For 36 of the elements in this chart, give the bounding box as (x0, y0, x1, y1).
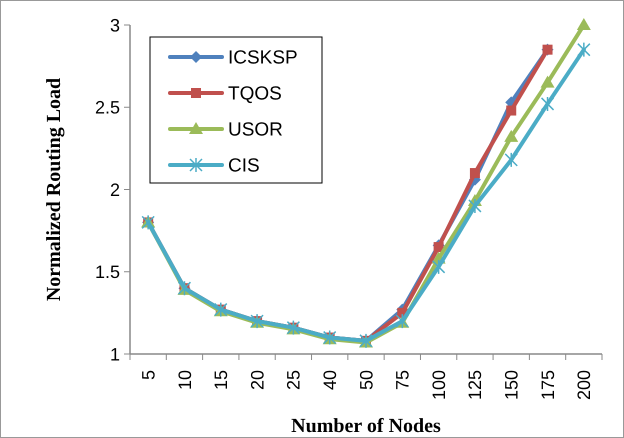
legend-label: TQOS (228, 84, 282, 105)
x-axis-title: Number of Nodes (291, 415, 442, 437)
point (540, 76, 555, 88)
x-tick-label: 20 (247, 370, 268, 390)
x-tick-label: 15 (211, 370, 232, 390)
point (506, 106, 516, 116)
point (396, 313, 410, 329)
x-tick-label: 10 (174, 370, 195, 390)
x-tick-label: 75 (392, 370, 413, 390)
x-tick-label: 25 (284, 370, 304, 390)
point (576, 18, 591, 30)
x-tick-label: 50 (356, 370, 376, 390)
x-tick-label: 150 (502, 370, 522, 400)
point (540, 96, 554, 112)
x-tick-label: 175 (538, 370, 558, 400)
point (468, 198, 482, 214)
x-tick-label: 125 (465, 370, 486, 400)
point (432, 259, 446, 275)
x-tick-label: 100 (428, 370, 449, 400)
y-tick-label: 2.5 (94, 98, 120, 118)
legend-label: CIS (228, 156, 260, 177)
point (434, 242, 444, 252)
x-tick-label: 200 (574, 370, 594, 400)
point (470, 168, 480, 178)
y-tick-label: 1.5 (94, 262, 120, 282)
legend-label: ICSKSP (228, 48, 298, 69)
y-tick-label: 1 (110, 344, 120, 364)
y-tick-label: 2 (110, 180, 120, 200)
point (577, 42, 591, 58)
legend-label: USOR (228, 120, 283, 141)
point (504, 152, 518, 168)
x-tick-label: 40 (320, 370, 340, 390)
y-tick-label: 3 (110, 15, 120, 36)
point (504, 130, 518, 142)
x-tick-label: 5 (138, 370, 158, 380)
y-axis-title: Normalized Routing Load (43, 78, 65, 302)
